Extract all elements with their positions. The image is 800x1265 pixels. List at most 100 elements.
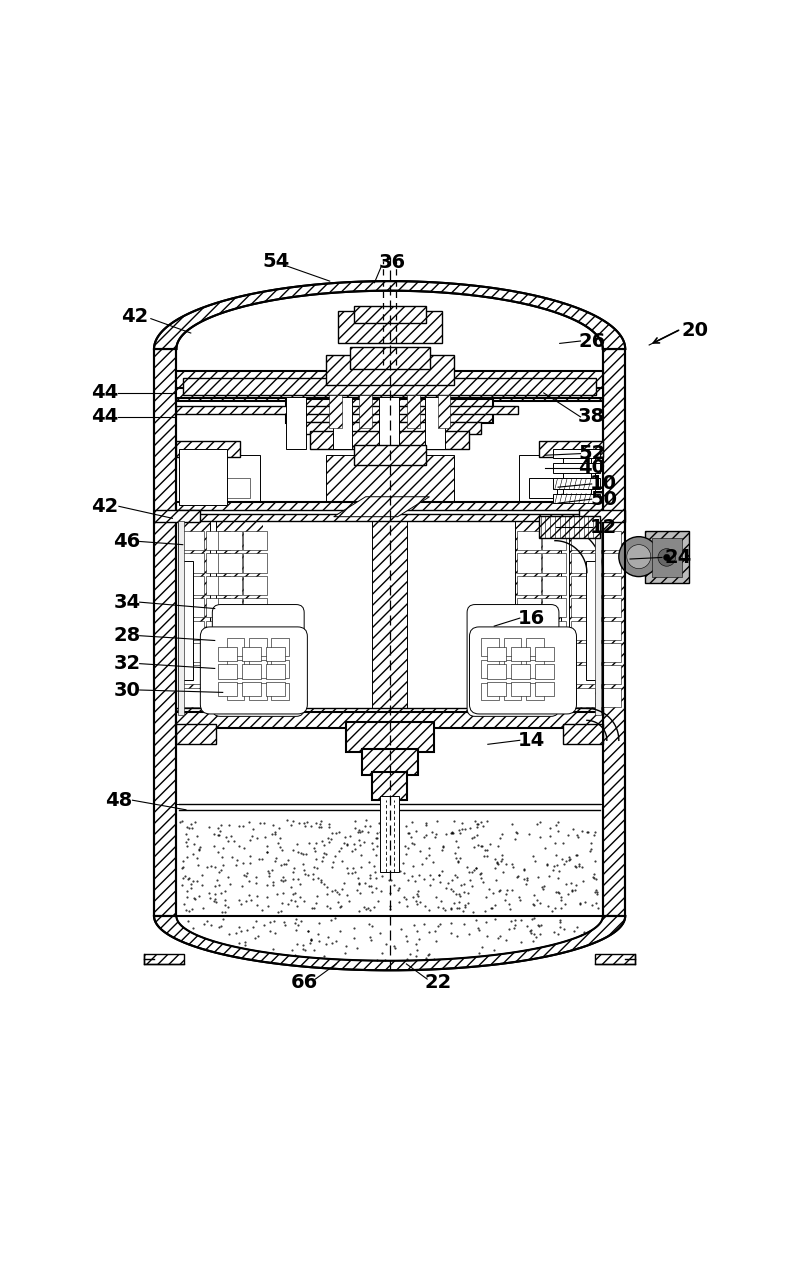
Bar <box>535 664 554 679</box>
Bar <box>206 621 230 640</box>
Bar <box>243 643 267 662</box>
Bar <box>218 598 242 617</box>
Polygon shape <box>154 281 626 349</box>
Bar <box>206 688 230 707</box>
Bar <box>179 598 203 617</box>
Bar <box>571 643 595 662</box>
Bar <box>354 445 426 464</box>
Bar <box>579 510 626 522</box>
Bar <box>571 576 595 595</box>
Bar <box>249 638 266 655</box>
Bar <box>218 665 242 684</box>
Bar <box>504 660 522 678</box>
Bar <box>482 683 499 701</box>
Bar <box>598 665 622 684</box>
Bar <box>176 371 603 401</box>
Bar <box>271 660 289 678</box>
Bar <box>242 646 261 662</box>
Text: 46: 46 <box>114 533 141 552</box>
Bar <box>218 621 242 640</box>
Bar <box>530 478 558 498</box>
Bar <box>571 621 595 640</box>
Bar <box>176 501 603 512</box>
Bar <box>542 531 566 550</box>
Text: 12: 12 <box>590 517 618 536</box>
Bar <box>178 560 193 681</box>
Bar <box>407 395 420 428</box>
Bar <box>206 643 230 662</box>
Bar <box>539 440 603 457</box>
Bar <box>182 378 597 396</box>
Bar <box>651 539 682 577</box>
Bar <box>176 349 603 916</box>
Bar <box>266 682 285 697</box>
Bar <box>243 598 267 617</box>
Bar <box>176 511 603 521</box>
Bar <box>563 458 591 498</box>
Text: 14: 14 <box>518 731 546 750</box>
Bar <box>242 664 261 679</box>
Bar <box>179 643 203 662</box>
Circle shape <box>658 549 675 567</box>
Bar <box>517 598 541 617</box>
Bar <box>554 449 600 458</box>
FancyBboxPatch shape <box>212 605 304 716</box>
Bar <box>526 660 544 678</box>
Polygon shape <box>154 916 626 970</box>
Bar <box>222 478 250 498</box>
Bar <box>645 531 689 583</box>
Bar <box>179 554 203 573</box>
Bar <box>542 643 566 662</box>
Text: 38: 38 <box>578 407 606 426</box>
Bar <box>226 638 244 655</box>
Bar <box>346 722 434 753</box>
Bar <box>372 512 407 716</box>
Bar <box>554 478 600 488</box>
Bar <box>286 400 494 424</box>
Bar <box>329 395 342 428</box>
Text: 52: 52 <box>578 444 606 463</box>
Bar <box>218 646 237 662</box>
Circle shape <box>663 554 670 560</box>
Bar <box>338 311 442 343</box>
Bar <box>511 646 530 662</box>
Bar <box>519 455 595 505</box>
Text: 44: 44 <box>91 383 118 402</box>
Bar <box>218 576 242 595</box>
Bar <box>218 531 242 550</box>
Bar <box>598 531 622 550</box>
Bar <box>482 638 499 655</box>
Bar <box>176 388 603 397</box>
Bar <box>517 576 541 595</box>
Bar <box>515 516 562 712</box>
Bar <box>206 531 230 550</box>
Bar <box>249 660 266 678</box>
Bar <box>517 665 541 684</box>
Bar <box>286 397 306 449</box>
Bar <box>176 406 518 414</box>
Bar <box>179 576 203 595</box>
Text: 66: 66 <box>290 973 318 992</box>
Bar <box>487 664 506 679</box>
Bar <box>218 688 242 707</box>
Bar <box>354 306 426 324</box>
Bar <box>570 516 602 712</box>
Bar <box>535 682 554 697</box>
Bar <box>517 688 541 707</box>
Bar <box>511 664 530 679</box>
Bar <box>298 421 482 434</box>
Bar <box>482 660 499 678</box>
Bar <box>262 516 515 712</box>
Bar <box>571 688 595 707</box>
Text: 44: 44 <box>91 407 118 426</box>
Bar <box>598 643 622 662</box>
Bar <box>243 531 267 550</box>
Text: 26: 26 <box>578 331 606 350</box>
Bar <box>271 638 289 655</box>
Bar <box>542 621 566 640</box>
Bar <box>188 458 216 498</box>
Bar <box>526 638 544 655</box>
Bar <box>243 688 267 707</box>
Bar <box>554 493 600 503</box>
Text: 20: 20 <box>682 321 709 340</box>
